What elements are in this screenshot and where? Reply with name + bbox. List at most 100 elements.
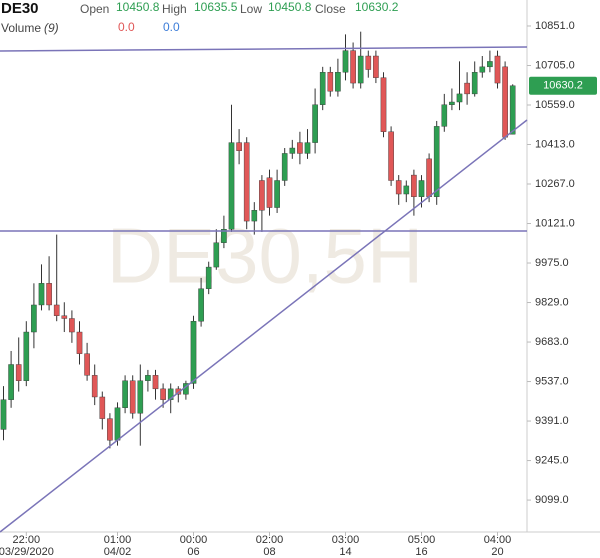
candle-body: [380, 77, 387, 132]
trend-line: [0, 119, 528, 533]
candle-body: [502, 66, 508, 138]
price-tag-label: 10630.2: [543, 80, 583, 92]
symbol: DE30: [1, 0, 39, 17]
candle-body: [319, 72, 326, 105]
x-tick-date: 14: [339, 546, 351, 558]
close-value: 10630.2: [355, 0, 399, 14]
candle-body: [15, 364, 22, 381]
candle-body: [418, 180, 425, 197]
candle-body: [266, 177, 273, 208]
y-tick-label: 9245.0: [535, 454, 569, 466]
candle-body: [213, 242, 220, 268]
candle-body: [251, 210, 258, 222]
candle-body: [327, 72, 334, 92]
candle-body: [221, 228, 227, 243]
y-tick-label: 10121.0: [535, 217, 575, 229]
candle-body: [342, 50, 349, 73]
price-tag: [529, 76, 597, 95]
close-label: Close: [315, 2, 346, 16]
candle-body: [281, 153, 288, 181]
candle-body: [175, 388, 182, 395]
y-tick-label: 9683.0: [535, 336, 569, 348]
high-value: 10635.5: [194, 0, 238, 14]
low-label: Low: [240, 2, 262, 16]
candle-body: [152, 375, 159, 390]
candle-body: [228, 142, 235, 230]
candle-body: [464, 82, 470, 95]
candle-body: [449, 101, 455, 105]
candle-body: [76, 331, 83, 354]
x-tick-date: 06: [187, 546, 199, 558]
y-tick-label: 10267.0: [535, 178, 575, 190]
high-label: High: [162, 2, 187, 16]
volume-value: 0.0: [118, 20, 135, 34]
candle-body: [236, 142, 242, 151]
y-tick-label: 10705.0: [535, 59, 575, 71]
candle-body: [479, 66, 486, 73]
y-tick-label: 9391.0: [535, 415, 569, 427]
candle-body: [289, 147, 296, 154]
candle-body: [137, 380, 144, 414]
candle-body: [46, 283, 52, 306]
candle-body: [84, 353, 90, 376]
candle-body: [91, 375, 98, 398]
candle-body: [0, 399, 7, 430]
candle-body: [388, 131, 394, 181]
candle-body: [403, 185, 410, 195]
x-tick-label: 22:00: [13, 534, 41, 546]
y-tick-label: 10559.0: [535, 99, 575, 111]
candle-body: [335, 72, 341, 92]
candle-body: [357, 55, 364, 84]
candle-body: [114, 407, 121, 441]
x-tick-date: 04/02: [104, 546, 132, 558]
candle-body: [350, 50, 356, 84]
y-tick-label: 9829.0: [535, 296, 569, 308]
candle-body: [259, 180, 265, 211]
candle-body: [107, 418, 113, 441]
candle-body: [190, 321, 197, 384]
candle-body: [198, 288, 204, 322]
y-tick-label: 9099.0: [535, 494, 569, 506]
candle-body: [160, 388, 166, 400]
x-tick-date: 20: [491, 546, 503, 558]
y-tick-label: 10851.0: [535, 20, 575, 32]
candle-body: [297, 142, 303, 154]
y-tick-label: 9975.0: [535, 257, 569, 269]
x-tick-label: 05:00: [408, 534, 436, 546]
candle-body: [61, 315, 68, 319]
candle-body: [312, 104, 318, 143]
candle-body: [23, 331, 30, 381]
candle-body: [411, 174, 417, 197]
watermark: DE30,5H: [107, 212, 424, 300]
resistance-line: [0, 46, 528, 52]
candle-body: [99, 396, 106, 419]
candle-body: [373, 55, 379, 78]
x-tick-label: 00:00: [180, 534, 208, 546]
candle-body: [243, 142, 250, 222]
open-value: 10450.8: [116, 0, 160, 14]
candle-body: [426, 158, 432, 197]
candle-body: [274, 180, 280, 208]
candle-body: [494, 55, 501, 84]
candle-body: [122, 380, 128, 408]
x-tick-label: 04:00: [484, 534, 512, 546]
candle-body: [69, 318, 75, 333]
candle-body: [456, 93, 463, 103]
candle-body: [433, 126, 440, 197]
candle-body: [441, 104, 448, 127]
x-tick-label: 02:00: [256, 534, 284, 546]
candle-body: [31, 304, 37, 333]
x-tick-date: 08: [263, 546, 275, 558]
candle-body: [205, 266, 212, 289]
x-tick-label: 01:00: [104, 534, 132, 546]
candle-body: [145, 375, 151, 381]
candle-body: [395, 180, 402, 195]
candle-body: [509, 85, 516, 135]
candle-body: [129, 380, 136, 414]
candle-body: [304, 142, 311, 154]
x-tick-label: 03:00: [332, 534, 360, 546]
volume-label: Volume: [1, 21, 41, 35]
candle-body: [365, 55, 372, 70]
volume-period: (9): [44, 21, 59, 35]
